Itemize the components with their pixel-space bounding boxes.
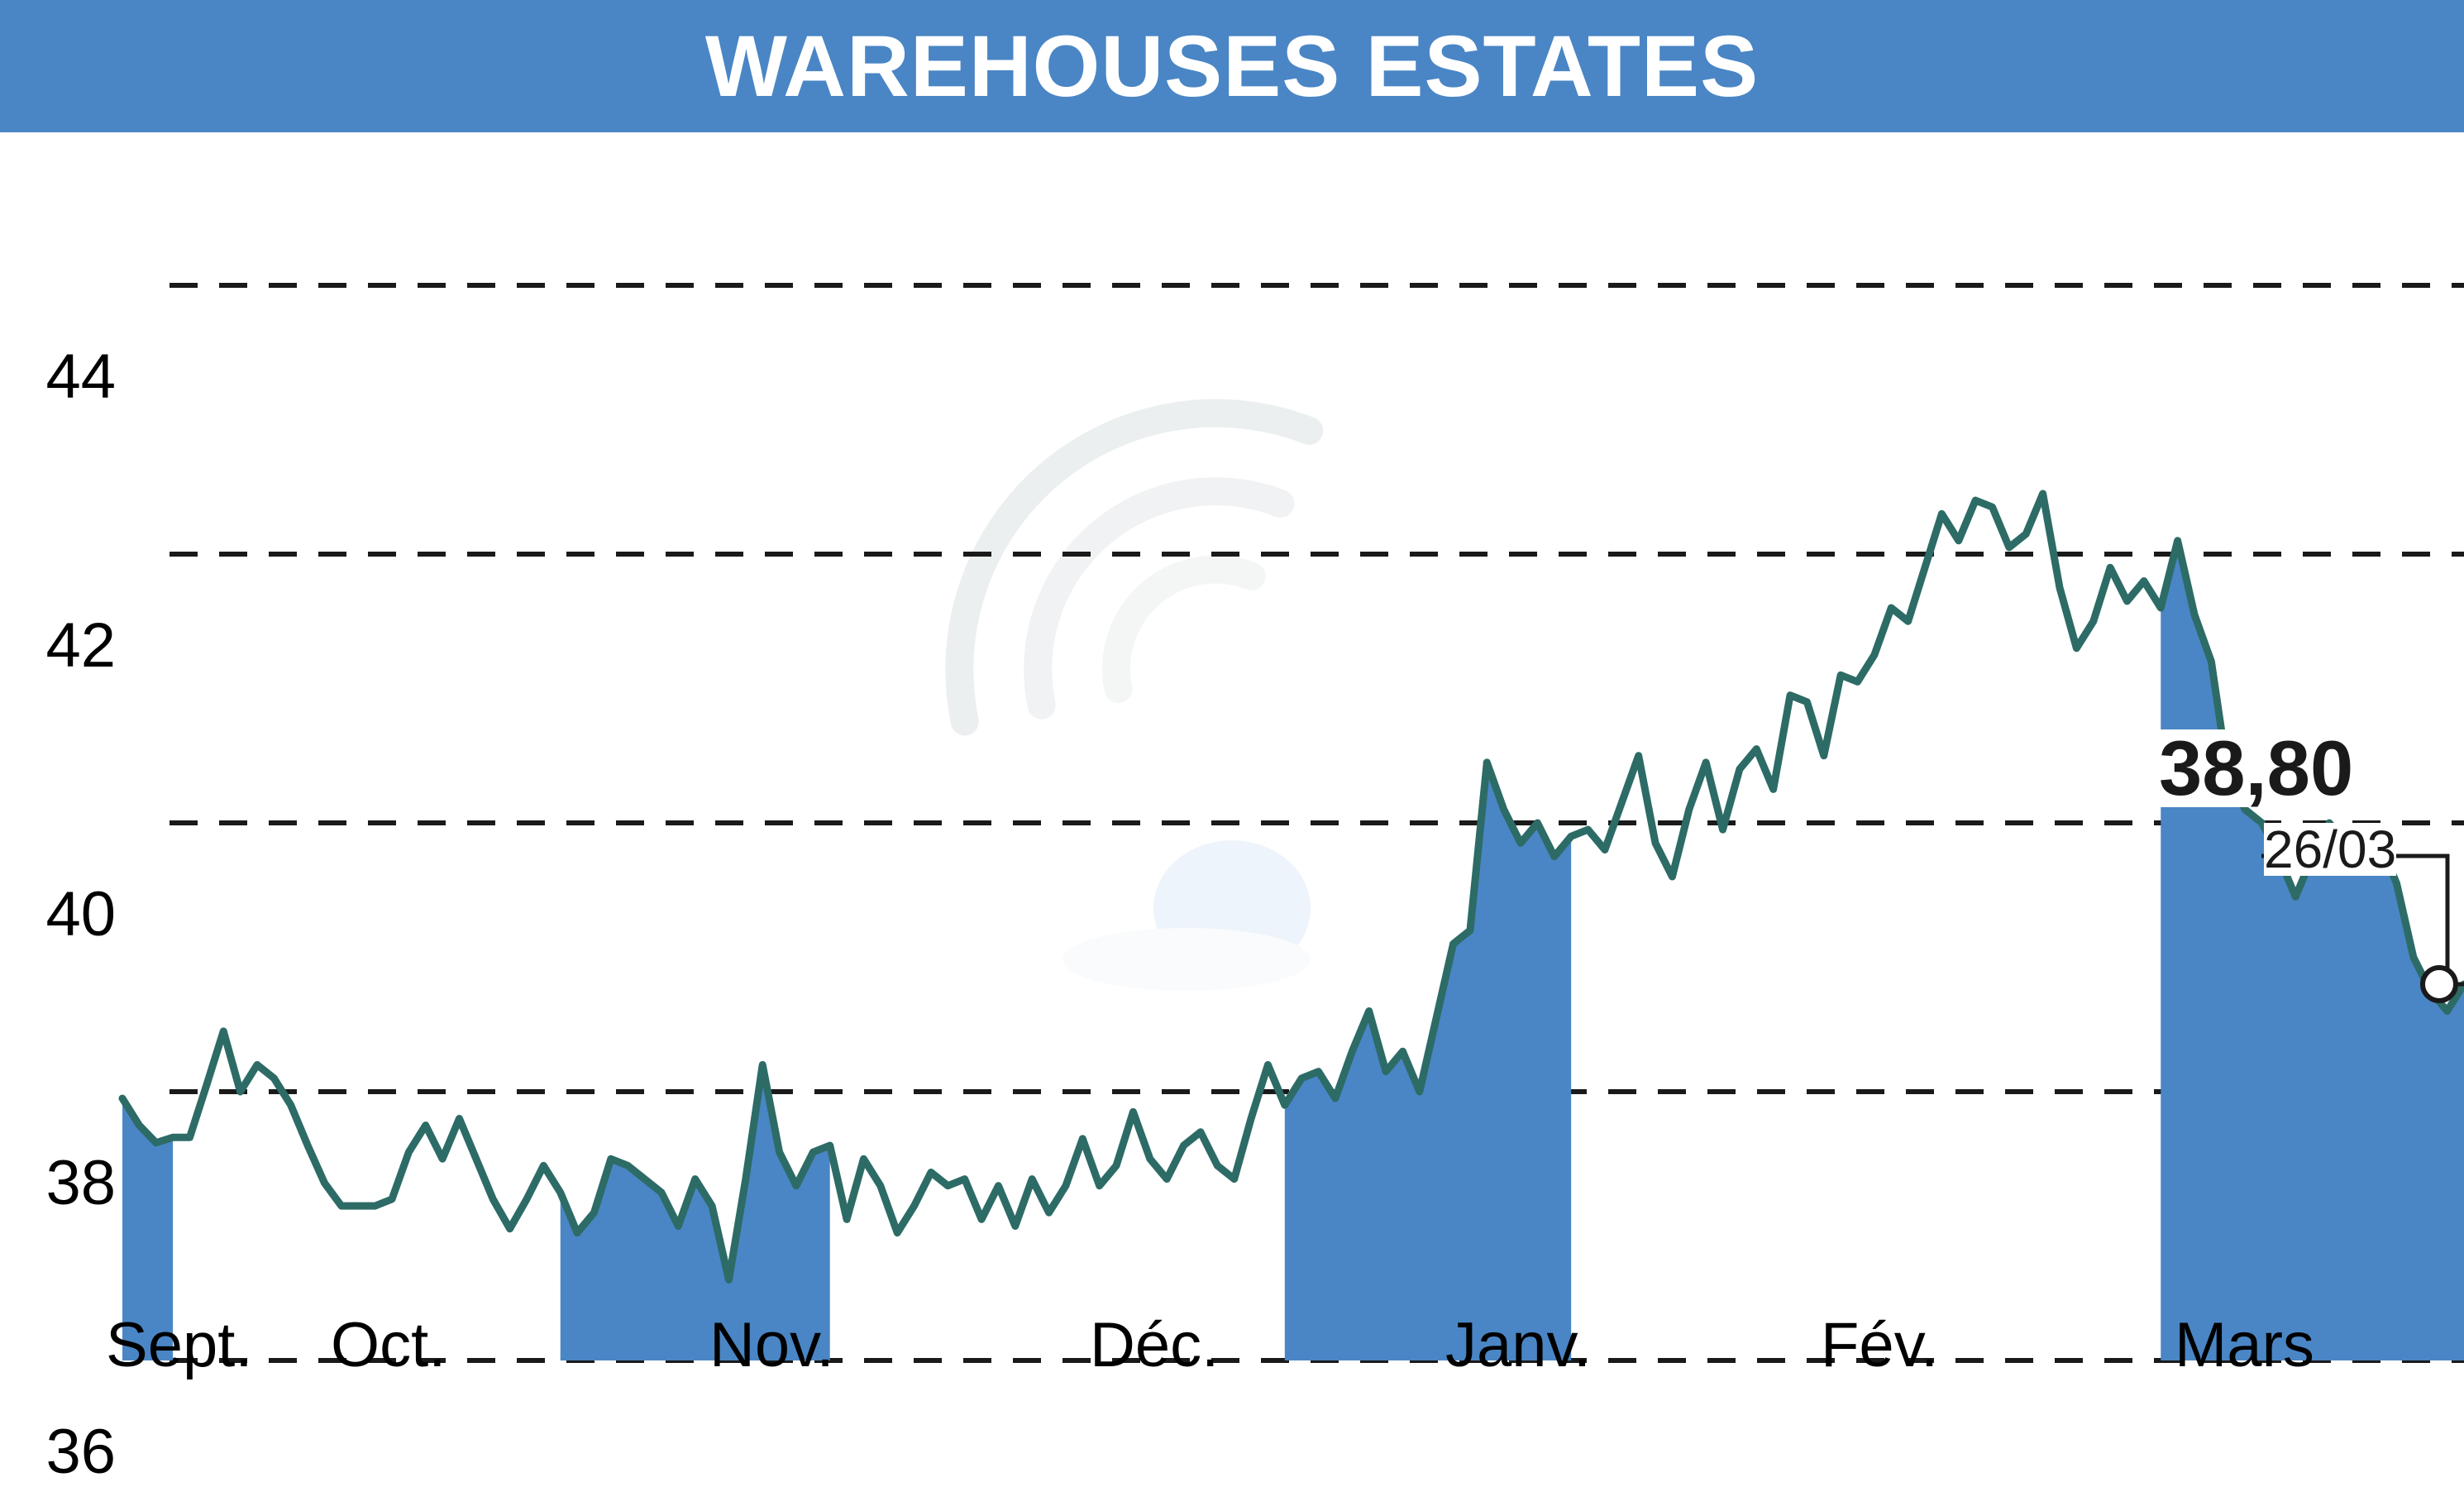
page-title: WAREHOUSES ESTATES — [704, 17, 1760, 115]
chart-plot-area: 44 42 40 38 36 Sept. Oct. Nov. Déc. Janv… — [0, 132, 2464, 1484]
last-price-date: 26/03 — [2264, 820, 2397, 879]
highlight-band-1 — [560, 1064, 830, 1360]
x-tick-mars: Mars — [2175, 1310, 2314, 1380]
x-tick-nov: Nov. — [709, 1310, 834, 1380]
price-chart — [118, 283, 2464, 1363]
x-tick-dec: Déc. — [1090, 1310, 1220, 1380]
last-point-marker — [2420, 965, 2458, 1003]
title-bar: WAREHOUSES ESTATES — [0, 0, 2464, 132]
y-tick-36: 36 — [45, 1417, 116, 1487]
x-tick-janv: Janv. — [1445, 1310, 1592, 1380]
highlight-band-3 — [2161, 540, 2464, 1360]
last-price-callout: 38,80 — [2154, 729, 2359, 807]
x-tick-fev: Fév. — [1821, 1310, 1939, 1380]
x-tick-sept: Sept. — [106, 1310, 253, 1380]
highlight-band-0 — [122, 1098, 174, 1360]
y-tick-38: 38 — [45, 1148, 116, 1218]
wifi-signal-watermark — [945, 399, 1324, 991]
y-tick-42: 42 — [45, 610, 116, 681]
last-price-value: 38,80 — [2159, 724, 2354, 811]
y-tick-44: 44 — [45, 342, 116, 412]
price-line — [118, 490, 2464, 1284]
x-tick-oct: Oct. — [331, 1310, 446, 1380]
y-tick-40: 40 — [45, 879, 116, 949]
